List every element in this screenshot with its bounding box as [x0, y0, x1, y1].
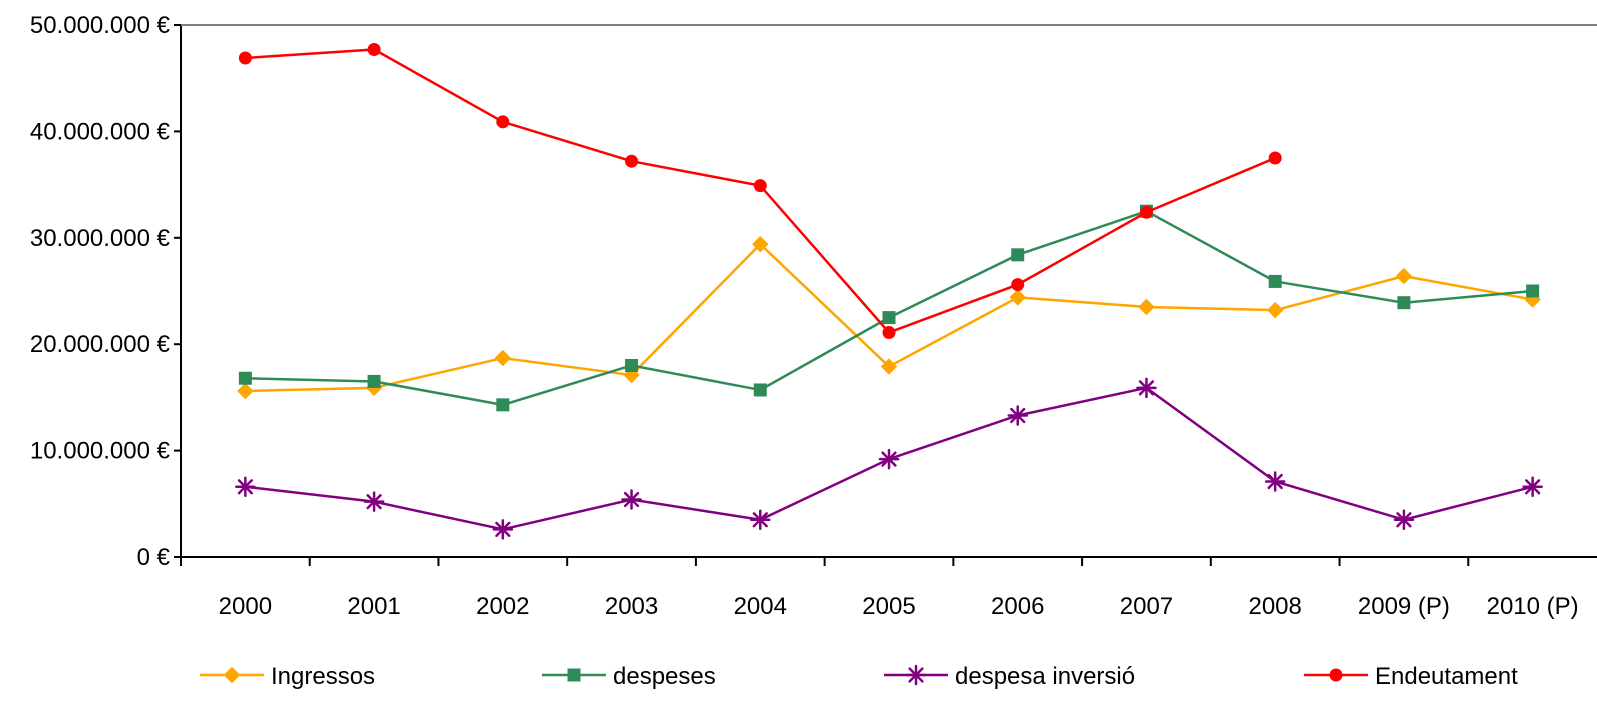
data-point — [363, 491, 385, 512]
data-point — [1268, 151, 1282, 165]
legend-label: Endeutament — [1375, 663, 1518, 690]
y-tick-label: 50.000.000 € — [30, 12, 171, 39]
data-point — [1009, 289, 1026, 306]
x-tick-label: 2010 (P) — [1487, 593, 1579, 620]
asterisk-stroke — [1010, 407, 1026, 424]
x-tick-label: 2006 — [991, 593, 1044, 620]
legend-marker — [905, 664, 927, 686]
data-point — [752, 235, 769, 253]
asterisk-stroke — [908, 667, 924, 683]
x-tick-label: 2001 — [347, 593, 400, 620]
data-point — [235, 476, 256, 498]
legend-item: Endeutament — [1304, 663, 1518, 690]
series-line — [245, 209, 1533, 407]
y-tick-label: 30.000.000 € — [30, 225, 171, 252]
data-point — [882, 311, 896, 325]
y-tick-label: 20.000.000 € — [30, 331, 171, 358]
data-point — [238, 51, 252, 65]
data-point — [621, 489, 642, 510]
asterisk-stroke — [237, 479, 253, 495]
data-point — [496, 398, 510, 412]
data-point — [496, 115, 510, 129]
data-point — [1522, 476, 1543, 498]
legend-item: despeses — [542, 663, 716, 690]
data-point — [367, 42, 381, 56]
data-point — [1526, 284, 1540, 298]
asterisk-stroke — [1525, 479, 1541, 495]
y-tick-label: 40.000.000 € — [30, 118, 171, 145]
data-point — [625, 154, 639, 168]
x-axis: 2000 2001 2002 2003 2004 2005 2006 2007 2008 2009… — [180, 556, 1597, 620]
asterisk-stroke — [495, 521, 511, 537]
data-point — [238, 371, 252, 385]
data-point — [1397, 296, 1411, 310]
data-point — [1266, 301, 1284, 319]
legend-marker — [567, 668, 581, 682]
data-point — [1393, 509, 1415, 531]
data-point — [494, 349, 512, 367]
data-point — [1007, 405, 1028, 426]
data-point — [750, 509, 771, 531]
data-point — [625, 358, 639, 372]
data-point — [878, 448, 900, 470]
data-point — [1011, 248, 1025, 262]
asterisk-stroke — [366, 494, 382, 510]
data-point — [753, 383, 767, 397]
asterisk-stroke — [1138, 380, 1155, 396]
legend-item: despesa inversió — [884, 663, 1135, 690]
legend-item: Ingressos — [200, 663, 375, 690]
asterisk-stroke — [623, 491, 640, 508]
data-point — [753, 179, 767, 193]
legend-marker — [1329, 668, 1343, 682]
legend: Ingressos despeses despesa inversió Endeuta… — [200, 663, 1518, 690]
y-axis: 0 € 10.000.000 € 20.000.000 € 30.000.000 € 4… — [30, 12, 1597, 571]
series-despeses — [238, 204, 1540, 412]
series-despesa-inversi- — [235, 377, 1543, 540]
x-tick-label: 2000 — [219, 593, 272, 620]
data-point — [1136, 377, 1157, 399]
asterisk-stroke — [1396, 512, 1412, 528]
x-tick-label: 2009 (P) — [1358, 593, 1450, 620]
x-tick-label: 2004 — [734, 593, 787, 620]
legend-marker — [223, 666, 241, 684]
series-layer — [235, 42, 1543, 540]
x-tick-label: 2003 — [605, 593, 658, 620]
x-tick-label: 2008 — [1248, 593, 1301, 620]
data-point — [237, 382, 254, 400]
series-endeutament — [238, 42, 1282, 339]
data-point — [492, 519, 514, 540]
data-point — [1268, 274, 1282, 288]
data-point — [367, 374, 381, 388]
data-point — [880, 358, 898, 375]
asterisk-stroke — [1267, 473, 1283, 490]
legend-label: Ingressos — [271, 663, 375, 690]
x-tick-label: 2002 — [476, 593, 529, 620]
y-tick-label: 10.000.000 € — [30, 438, 171, 465]
x-tick-label: 2005 — [862, 593, 915, 620]
legend-label: despesa inversió — [955, 663, 1135, 690]
data-point — [1138, 298, 1155, 316]
legend-label: despeses — [613, 663, 716, 690]
x-tick-label: 2007 — [1120, 593, 1173, 620]
asterisk-stroke — [752, 512, 768, 528]
y-tick-label: 0 € — [137, 544, 171, 571]
data-point — [1011, 278, 1025, 292]
data-point — [1264, 471, 1286, 492]
data-point — [1139, 205, 1153, 219]
asterisk-stroke — [881, 451, 897, 467]
data-point — [1395, 267, 1413, 285]
data-point — [882, 325, 896, 339]
